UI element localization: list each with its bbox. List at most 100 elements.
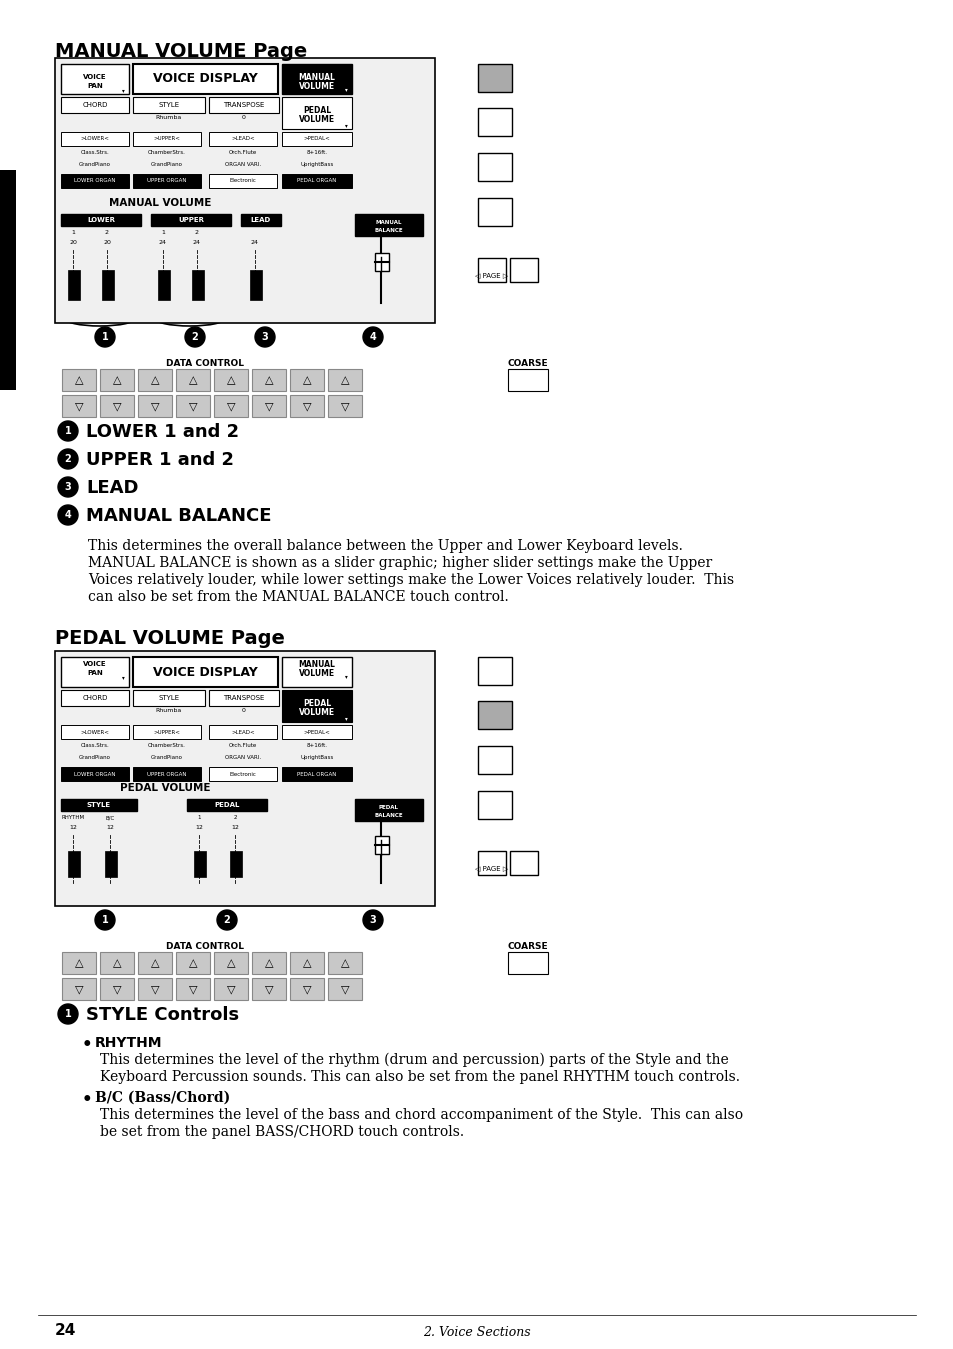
Bar xyxy=(282,768,352,781)
Text: LOWER 1 and 2: LOWER 1 and 2 xyxy=(86,424,239,441)
Text: PEDAL: PEDAL xyxy=(303,699,331,708)
Text: ▽: ▽ xyxy=(265,401,273,411)
Text: △: △ xyxy=(151,958,159,969)
Bar xyxy=(138,952,172,974)
Text: LEAD: LEAD xyxy=(251,217,271,223)
Bar xyxy=(62,370,96,391)
Bar xyxy=(132,768,201,781)
Text: PEDAL ORGAN: PEDAL ORGAN xyxy=(297,772,336,777)
Text: RHYTHM: RHYTHM xyxy=(61,815,85,820)
Bar xyxy=(151,214,231,227)
Text: VOLUME: VOLUME xyxy=(298,115,335,124)
Text: Class.Strs.: Class.Strs. xyxy=(81,150,110,155)
Text: CHORD: CHORD xyxy=(82,103,108,108)
Text: △: △ xyxy=(265,958,273,969)
Text: PEDAL ORGAN: PEDAL ORGAN xyxy=(297,178,336,183)
Text: 0: 0 xyxy=(242,708,246,714)
Text: 3: 3 xyxy=(65,482,71,492)
Text: >PEDAL<: >PEDAL< xyxy=(303,136,330,142)
Bar xyxy=(510,851,537,876)
Text: PAN: PAN xyxy=(87,84,103,89)
Bar xyxy=(328,395,361,417)
Text: Rhumba: Rhumba xyxy=(155,708,182,714)
Circle shape xyxy=(363,911,382,929)
Bar xyxy=(175,370,210,391)
Text: ▾: ▾ xyxy=(121,88,124,93)
Bar xyxy=(213,395,248,417)
Text: Rhumba: Rhumba xyxy=(155,115,182,120)
Bar xyxy=(282,689,352,722)
Text: DATA CONTROL: DATA CONTROL xyxy=(166,942,244,951)
Bar xyxy=(55,58,435,322)
Text: ▽: ▽ xyxy=(112,401,121,411)
Circle shape xyxy=(216,911,236,929)
Text: STYLE: STYLE xyxy=(158,695,179,701)
Text: ▾: ▾ xyxy=(121,674,124,680)
Text: RHYTHM: RHYTHM xyxy=(95,1036,162,1050)
Text: LEAD: LEAD xyxy=(86,479,138,496)
Circle shape xyxy=(58,478,78,496)
Text: UprightBass: UprightBass xyxy=(300,755,334,759)
Text: △: △ xyxy=(227,958,235,969)
Text: UPPER: UPPER xyxy=(178,217,204,223)
Text: △: △ xyxy=(74,375,83,384)
Bar xyxy=(175,395,210,417)
Text: PEDAL VOLUME Page: PEDAL VOLUME Page xyxy=(55,629,285,648)
Text: ▾: ▾ xyxy=(344,123,347,128)
Bar xyxy=(192,270,204,299)
Text: >PEDAL<: >PEDAL< xyxy=(303,730,330,734)
Bar xyxy=(477,108,512,136)
Text: STYLE: STYLE xyxy=(87,803,111,808)
Text: GrandPiano: GrandPiano xyxy=(151,755,183,759)
Text: ▽: ▽ xyxy=(151,401,159,411)
Text: Class.Strs.: Class.Strs. xyxy=(81,743,110,747)
Circle shape xyxy=(254,326,274,347)
Text: ▽: ▽ xyxy=(340,983,349,994)
Text: ORGAN VARI.: ORGAN VARI. xyxy=(225,162,261,167)
Text: 4: 4 xyxy=(65,510,71,519)
Text: This determines the level of the rhythm (drum and percussion) parts of the Style: This determines the level of the rhythm … xyxy=(100,1054,728,1067)
Text: COARSE: COARSE xyxy=(507,359,548,368)
Text: PAN: PAN xyxy=(87,670,103,676)
Bar xyxy=(61,724,129,739)
Text: 0: 0 xyxy=(242,115,246,120)
Text: ▽: ▽ xyxy=(151,983,159,994)
Bar xyxy=(209,174,276,188)
Text: •: • xyxy=(82,1091,92,1109)
Text: PEDAL: PEDAL xyxy=(303,107,331,115)
Text: VOLUME: VOLUME xyxy=(298,669,335,679)
Bar xyxy=(193,851,206,877)
Text: 1: 1 xyxy=(161,229,165,235)
Text: ▽: ▽ xyxy=(302,401,311,411)
Bar xyxy=(510,258,537,282)
Text: 12: 12 xyxy=(106,826,113,830)
Bar xyxy=(375,836,389,854)
Text: >LOWER<: >LOWER< xyxy=(80,730,110,734)
Text: ▽: ▽ xyxy=(265,983,273,994)
Text: ▾: ▾ xyxy=(344,86,347,92)
Text: •: • xyxy=(82,1036,92,1054)
Bar xyxy=(100,952,133,974)
Text: UprightBass: UprightBass xyxy=(300,162,334,167)
Bar xyxy=(355,799,422,822)
Bar xyxy=(213,370,248,391)
Bar xyxy=(477,851,505,876)
Text: 2: 2 xyxy=(65,455,71,464)
Text: ▾: ▾ xyxy=(344,674,347,679)
Text: MANUAL VOLUME Page: MANUAL VOLUME Page xyxy=(55,42,307,61)
Text: be set from the panel BASS/CHORD touch controls.: be set from the panel BASS/CHORD touch c… xyxy=(100,1125,464,1139)
Bar xyxy=(61,214,141,227)
Text: ▽: ▽ xyxy=(112,983,121,994)
Bar xyxy=(132,97,205,113)
Bar xyxy=(477,791,512,819)
Bar xyxy=(100,978,133,1000)
Circle shape xyxy=(58,1004,78,1024)
Text: ▽: ▽ xyxy=(340,401,349,411)
Text: 24: 24 xyxy=(193,240,201,246)
Text: This determines the overall balance between the Upper and Lower Keyboard levels.: This determines the overall balance betw… xyxy=(88,540,682,553)
Bar xyxy=(187,799,267,811)
Text: ChamberStrs.: ChamberStrs. xyxy=(148,743,186,747)
Bar xyxy=(158,270,170,299)
Bar xyxy=(61,174,129,188)
Bar xyxy=(241,214,281,227)
